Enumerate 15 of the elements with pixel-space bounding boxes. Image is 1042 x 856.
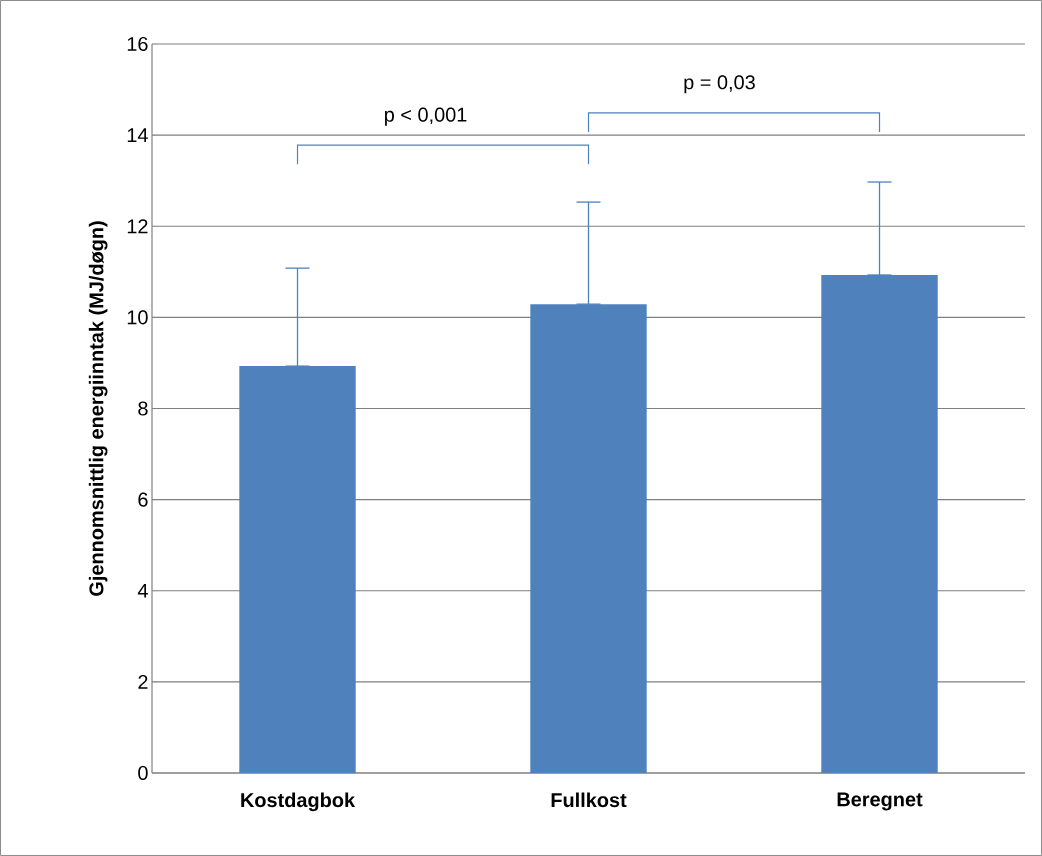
y-tick-label: 2 (138, 674, 148, 689)
y-tick-label: 14 (127, 128, 148, 142)
y-tick-label: 4 (137, 583, 148, 598)
y-tick-label: 12 (127, 219, 148, 234)
annotation: p = 0,03 (684, 75, 755, 94)
annotation: p < 0,001 (385, 107, 467, 126)
y-tick-label: 10 (127, 310, 148, 325)
x-tick-label: Fullkost (551, 792, 627, 808)
y-tick-label: 8 (138, 401, 148, 416)
y-axis-title: Gjennomsnittlig energiinntak (MJ/døgn) (88, 221, 108, 596)
y-tick-label: 16 (127, 36, 148, 52)
y-tick-label: 6 (138, 492, 148, 507)
y-tick-label: 0 (138, 765, 148, 781)
x-tick-label: Beregnet (837, 792, 923, 811)
x-tick-label: Kostdagbok (241, 792, 356, 812)
